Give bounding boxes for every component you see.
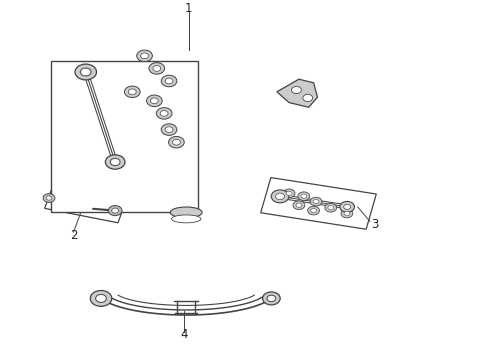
Circle shape	[293, 201, 305, 210]
Circle shape	[128, 89, 136, 95]
Circle shape	[271, 190, 289, 203]
Circle shape	[325, 203, 337, 212]
Circle shape	[172, 139, 180, 145]
Circle shape	[310, 197, 322, 206]
Circle shape	[124, 86, 140, 98]
Circle shape	[313, 199, 319, 204]
Text: 4: 4	[180, 328, 188, 341]
Circle shape	[340, 202, 354, 212]
Circle shape	[263, 292, 280, 305]
Polygon shape	[277, 79, 318, 107]
Circle shape	[169, 136, 184, 148]
Text: 2: 2	[70, 229, 77, 242]
Circle shape	[160, 111, 168, 116]
Circle shape	[110, 158, 120, 166]
Text: 1: 1	[185, 3, 193, 15]
Circle shape	[147, 95, 162, 107]
Circle shape	[141, 53, 148, 59]
Ellipse shape	[172, 215, 201, 223]
Circle shape	[96, 294, 106, 302]
Circle shape	[328, 206, 334, 210]
Ellipse shape	[171, 207, 202, 218]
Circle shape	[344, 211, 350, 216]
Text: 3: 3	[371, 219, 379, 231]
Circle shape	[161, 75, 177, 87]
Circle shape	[108, 206, 122, 216]
Circle shape	[298, 192, 310, 201]
Circle shape	[80, 68, 91, 76]
Circle shape	[43, 194, 55, 202]
Circle shape	[105, 155, 125, 169]
Circle shape	[75, 64, 97, 80]
Circle shape	[150, 98, 158, 104]
Circle shape	[292, 86, 301, 94]
Circle shape	[153, 66, 161, 71]
Circle shape	[149, 63, 165, 74]
Bar	[261, 177, 376, 229]
Circle shape	[301, 194, 307, 198]
Circle shape	[156, 108, 172, 119]
Circle shape	[341, 209, 353, 218]
Circle shape	[137, 50, 152, 62]
Bar	[45, 184, 127, 223]
Circle shape	[283, 189, 295, 198]
Circle shape	[286, 191, 292, 195]
Bar	[51, 61, 198, 212]
Circle shape	[267, 295, 276, 302]
Circle shape	[161, 124, 177, 135]
Circle shape	[112, 208, 119, 213]
Circle shape	[165, 78, 173, 84]
Circle shape	[303, 94, 313, 102]
Circle shape	[90, 291, 112, 306]
Circle shape	[308, 206, 319, 215]
Circle shape	[343, 204, 350, 210]
Circle shape	[165, 127, 173, 132]
Circle shape	[276, 193, 285, 199]
Circle shape	[46, 196, 52, 200]
Circle shape	[296, 203, 302, 207]
Circle shape	[311, 208, 317, 213]
